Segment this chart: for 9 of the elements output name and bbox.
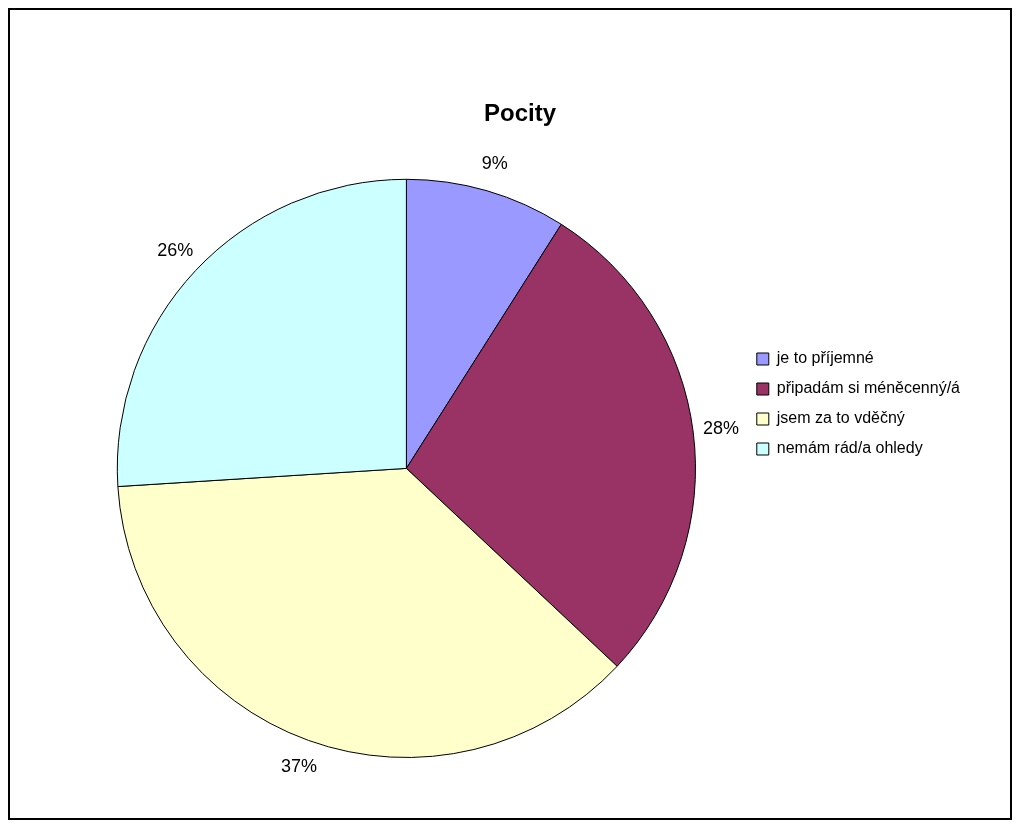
chart-title: Pocity <box>483 99 557 127</box>
data-label: 28% <box>702 417 740 438</box>
data-label: 37% <box>280 755 317 776</box>
data-label: 26% <box>157 240 194 261</box>
legend-label: je to příjemné <box>775 349 874 367</box>
legend-label: jsem za to vděčný <box>775 409 905 427</box>
legend-label: nemám rád/a ohledy <box>776 439 923 457</box>
data-label: 9% <box>481 152 508 173</box>
legend-label: připadám si méněcenný/á <box>776 379 961 397</box>
